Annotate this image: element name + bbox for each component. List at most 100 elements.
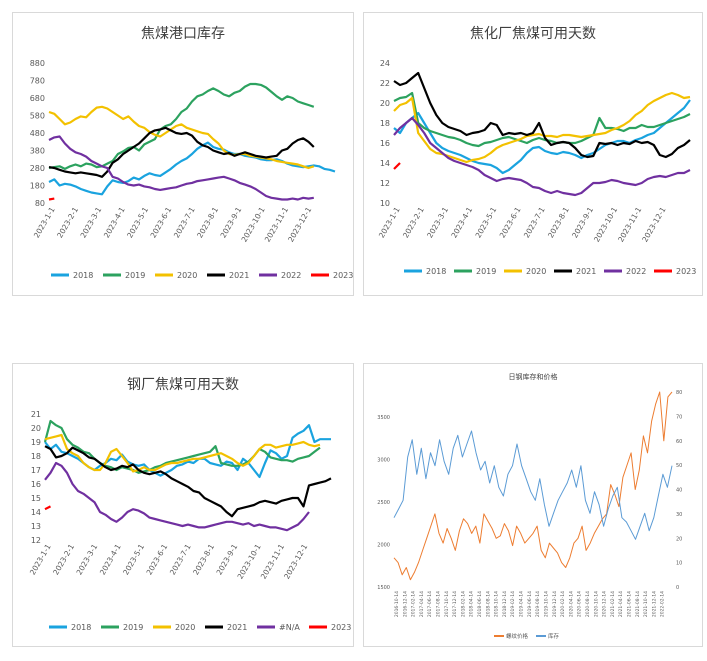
y-tick-label: 18 xyxy=(31,452,41,461)
x-tick-label: 2018-08-14 xyxy=(485,591,491,617)
panel-steel-days: 钢厂焦煤可用天数 21 20 19 18 17 16 15 14 13 12 2023-1-1 202… xyxy=(12,363,354,647)
legend-label: 2022 xyxy=(626,267,646,276)
x-tick-label: 2023-7-1 xyxy=(172,205,197,239)
chart-title: 钢厂焦煤可用天数 xyxy=(127,377,239,393)
x-tick-label: 2022-02-14 xyxy=(660,591,666,617)
x-tick-label: 2016-12-14 xyxy=(402,591,408,617)
x-tick-label: 2021-08-14 xyxy=(635,591,641,617)
x-tick-label: 2023-7-1 xyxy=(522,205,547,239)
series-line-2022 xyxy=(48,135,314,201)
x-tick-label: 2019-10-14 xyxy=(543,591,549,617)
y-tick-label: 880 xyxy=(30,59,45,68)
x-tick-label: 2019-12-14 xyxy=(552,591,558,617)
y-tick-label: 15 xyxy=(31,494,41,503)
series-line-2021 xyxy=(393,71,691,159)
y-right-tick-label: 60 xyxy=(676,439,682,445)
x-tick-label: 2019-04-14 xyxy=(519,591,525,617)
y-tick-label: 480 xyxy=(30,129,45,138)
x-tick-label: 2023-9-1 xyxy=(570,205,595,239)
y-tick-label: 13 xyxy=(31,522,41,531)
y-left-tick-label: 2000 xyxy=(377,543,390,549)
legend-label: 螺纹价格 xyxy=(506,632,529,640)
series-line-2019 xyxy=(43,419,321,474)
legend-label: 库存 xyxy=(548,632,560,640)
legend-label: 2021 xyxy=(227,623,247,632)
x-tick-label: 2020-04-14 xyxy=(568,591,574,617)
series-line-螺纹价格 xyxy=(393,391,673,581)
x-tick-label: 2023-5-1 xyxy=(125,205,150,239)
chart-title: 焦煤港口库存 xyxy=(141,26,225,42)
x-tick-label: 2023-8-1 xyxy=(191,542,216,576)
chart-title: 焦化厂焦煤可用天数 xyxy=(470,26,596,42)
x-tick-label: 2020-08-14 xyxy=(585,591,591,617)
y-tick-label: 280 xyxy=(30,164,45,173)
legend-label: 2019 xyxy=(123,623,143,632)
x-tick-label: 2023-3-1 xyxy=(79,205,104,239)
y-left-tick-label: 3500 xyxy=(377,415,390,421)
y-right-tick-label: 80 xyxy=(676,390,682,396)
x-tick-label: 2023-1-1 xyxy=(28,542,53,576)
x-tick-label: 2019-06-14 xyxy=(527,591,533,617)
legend-label: 2021 xyxy=(576,267,596,276)
x-tick-label: 2020-10-14 xyxy=(593,591,599,617)
x-tick-label: 2023-9-1 xyxy=(215,542,240,576)
x-tick-label: 2021-06-14 xyxy=(626,591,632,617)
y-right-tick-label: 20 xyxy=(676,536,682,542)
y-right-tick-label: 50 xyxy=(676,463,682,469)
y-tick-label: 12 xyxy=(31,536,41,545)
x-tick-label: 2023-3-1 xyxy=(75,542,100,576)
x-tick-label: 2023-12-1 xyxy=(286,205,313,243)
legend-label: 2022 xyxy=(281,271,301,280)
x-tick-label: 2023-9-1 xyxy=(219,205,244,239)
series-line-库存 xyxy=(393,430,673,540)
x-tick-label: 2023-3-1 xyxy=(425,205,450,239)
series-line-2023 xyxy=(393,162,401,170)
x-tick-label: 2023-4-1 xyxy=(449,205,474,239)
x-tick-label: 2023-1-1 xyxy=(377,205,402,239)
x-tick-label: 2019-08-14 xyxy=(535,591,541,617)
series-line-2018 xyxy=(44,424,331,479)
y-tick-label: 580 xyxy=(30,112,45,121)
y-tick-label: 680 xyxy=(30,94,45,103)
x-tick-label: 2019-02-14 xyxy=(510,591,516,617)
y-tick-label: 19 xyxy=(31,438,41,447)
y-left-tick-label: 2500 xyxy=(377,500,390,506)
x-tick-label: 2021-04-14 xyxy=(618,591,624,617)
x-tick-label: 2023-2-1 xyxy=(51,542,76,576)
y-left-tick-label: 3000 xyxy=(377,458,390,464)
y-tick-label: 380 xyxy=(30,147,45,156)
series-line-2020 xyxy=(44,433,321,473)
x-tick-label: 2020-02-14 xyxy=(560,591,566,617)
x-tick-label: 2018-04-14 xyxy=(469,591,475,617)
x-tick-label: 2017-04-14 xyxy=(419,591,425,617)
x-tick-label: 2023-5-1 xyxy=(474,205,499,239)
legend-label: 2023 xyxy=(676,267,696,276)
x-tick-label: 2023-8-1 xyxy=(195,205,220,239)
x-tick-label: 2018-12-14 xyxy=(502,591,508,617)
legend-label: 2021 xyxy=(229,271,249,280)
legend-label: 2019 xyxy=(476,267,496,276)
x-tick-label: 2023-8-1 xyxy=(546,205,571,239)
x-tick-label: 2023-2-1 xyxy=(55,205,80,239)
x-tick-label: 2021-02-14 xyxy=(610,591,616,617)
legend-label: 2023 xyxy=(331,623,351,632)
series-line-2019 xyxy=(48,82,315,170)
y-tick-label: 12 xyxy=(380,179,390,188)
y-right-tick-label: 0 xyxy=(676,585,679,591)
legend-label: 2023 xyxy=(333,271,353,280)
series-line-2021 xyxy=(44,445,332,518)
y-right-tick-label: 40 xyxy=(676,488,682,494)
series-line-2023 xyxy=(48,197,55,201)
chart-rigang: 3500 3000 2500 2000 1500 80 70 60 50 40 30 20 10 0 201… xyxy=(377,390,682,640)
legend-label: 2020 xyxy=(177,271,197,280)
x-tick-label: 2023-5-1 xyxy=(121,542,146,576)
legend-label: 2020 xyxy=(175,623,195,632)
panel-coking-days: 焦化厂焦煤可用天数 24 22 20 18 16 14 12 10 2023-1-1 2023-2… xyxy=(363,12,703,296)
y-tick-label: 20 xyxy=(380,99,390,108)
x-tick-label: 2023-2-1 xyxy=(401,205,426,239)
y-tick-label: 20 xyxy=(31,424,41,433)
y-right-tick-label: 70 xyxy=(676,414,682,420)
y-tick-label: 17 xyxy=(31,466,41,475)
x-tick-label: 2023-12-1 xyxy=(640,205,667,243)
